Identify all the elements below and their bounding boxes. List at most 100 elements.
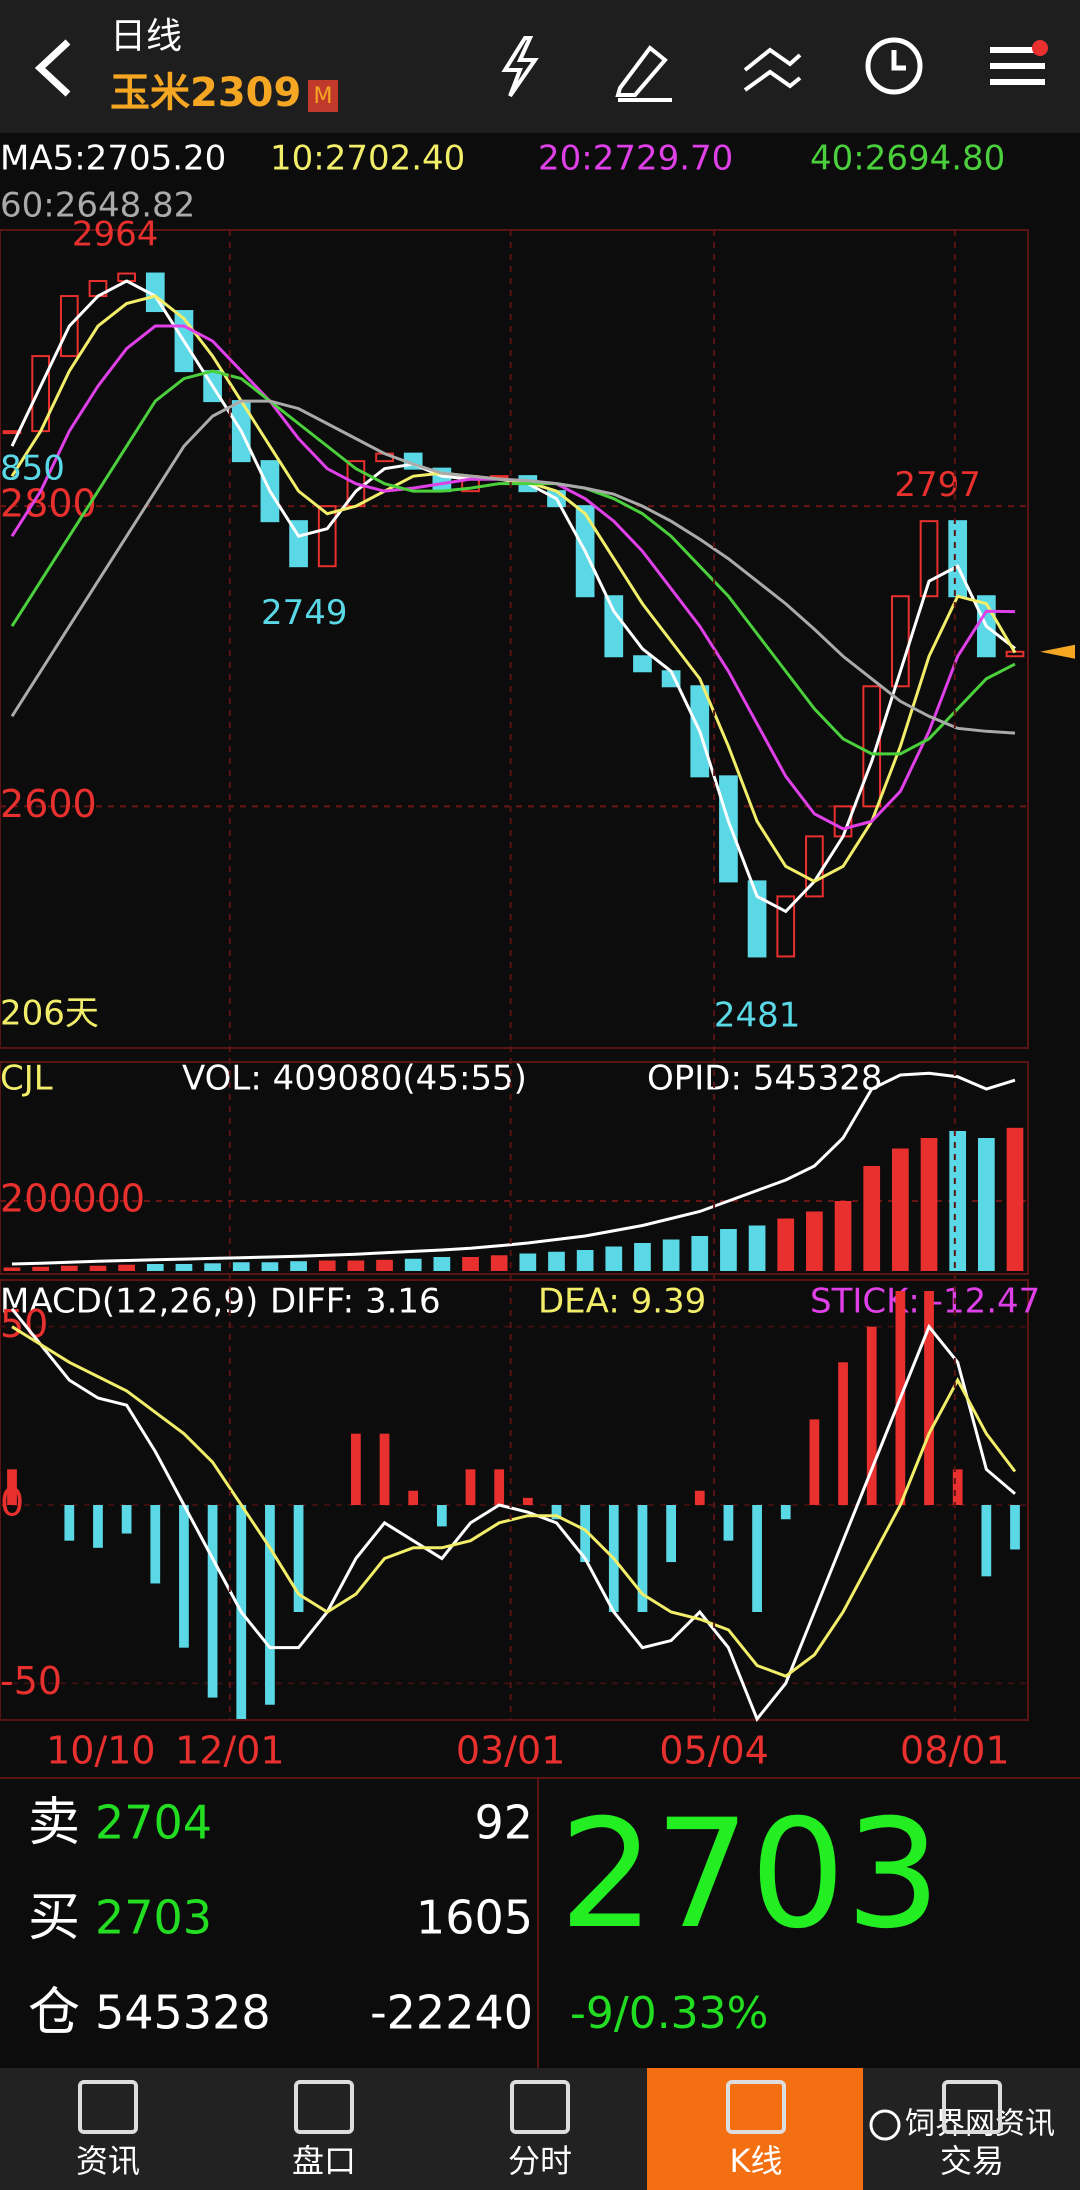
price-change: -9/0.33% <box>570 1988 768 2039</box>
volume-bar <box>118 1264 135 1271</box>
macd-stick <box>752 1505 762 1612</box>
macd-stick <box>780 1505 791 1520</box>
macd-stick <box>637 1505 648 1612</box>
nav-label[interactable]: 盘口 <box>292 2142 356 2180</box>
macd-stick <box>207 1505 218 1698</box>
menu-dot <box>1032 40 1048 56</box>
macd-stick <box>265 1505 275 1705</box>
span-label: 206天 <box>0 994 99 1034</box>
volume-bar <box>806 1211 823 1271</box>
candle <box>2 430 22 435</box>
extreme-label: 2964 <box>72 215 159 255</box>
badge-box <box>308 80 338 112</box>
nav-bar <box>0 2068 1080 2190</box>
volume-bar <box>519 1253 537 1271</box>
x-tick-label: 12/01 <box>175 1729 285 1773</box>
volume-bar <box>863 1166 881 1271</box>
macd-line <box>11 1325 1017 1678</box>
last-price: 2703 <box>559 1788 941 1962</box>
nav-label[interactable]: 分时 <box>508 2142 572 2180</box>
candle <box>59 295 79 358</box>
quote-count: 1605 <box>416 1891 533 1945</box>
panel-title: CJL <box>0 1059 53 1099</box>
y-tick-label: -50 <box>0 1659 62 1703</box>
candle <box>289 520 308 568</box>
candle <box>719 775 738 883</box>
volume-bar <box>605 1246 623 1271</box>
extreme-label: 2481 <box>714 995 801 1035</box>
x-tick-label: 05/04 <box>659 1729 769 1773</box>
macd-stick <box>522 1497 533 1505</box>
volume-bar <box>720 1229 737 1271</box>
legend-entry: VOL: 409080(45:55) <box>182 1059 527 1099</box>
volume-bar <box>347 1260 365 1271</box>
legend-entry: 10:2702.40 <box>270 139 465 179</box>
volume-bar <box>777 1218 795 1271</box>
extreme-label: 2749 <box>261 593 348 633</box>
volume-bar <box>3 1267 21 1271</box>
volume-bar <box>834 1201 852 1271</box>
quote-value: 545328 <box>95 1986 271 2040</box>
nav-label[interactable]: 交易 <box>940 2142 1004 2180</box>
macd-stick <box>7 1469 17 1505</box>
macd-stick <box>866 1326 877 1505</box>
nav-active <box>647 2068 863 2190</box>
nav-icon <box>510 2080 570 2134</box>
volume-bar <box>949 1131 967 1271</box>
volume-bar <box>261 1262 279 1271</box>
indicator-icon[interactable] <box>743 47 802 92</box>
quote-count: 92 <box>474 1796 533 1850</box>
clock-hand <box>891 50 906 71</box>
y-tick-label: 2600 <box>0 782 97 826</box>
watermark: 饲界网资讯 <box>905 2107 1055 2142</box>
symbol[interactable]: 玉米2309 <box>110 70 301 116</box>
volume-bar <box>146 1264 164 1271</box>
panel-borders <box>0 229 1080 2068</box>
clock-icon[interactable] <box>865 37 923 95</box>
legend-entry: DIFF: 3.16 <box>270 1282 441 1322</box>
macd-stick <box>723 1505 734 1541</box>
volume-bar <box>662 1239 680 1271</box>
macd-stick <box>64 1505 75 1541</box>
extreme-label: 2797 <box>894 465 981 505</box>
macd-stick <box>351 1433 361 1505</box>
volume-bar <box>462 1257 479 1271</box>
nav-label[interactable]: K线 <box>730 2142 783 2180</box>
legend-entry: 40:2694.80 <box>810 139 1005 179</box>
ma-line <box>10 399 1016 735</box>
macd-stick <box>436 1505 447 1527</box>
volume-bar <box>490 1255 508 1271</box>
macd-stick <box>408 1490 419 1505</box>
volume-bar <box>548 1251 565 1271</box>
draw-icon[interactable] <box>615 45 672 102</box>
macd-line <box>10 1307 1016 1722</box>
macd-stick <box>1010 1505 1020 1550</box>
volume-bar <box>376 1259 393 1271</box>
macd-stick <box>121 1505 132 1534</box>
flash-icon[interactable] <box>501 36 539 98</box>
macd-stick <box>580 1505 591 1563</box>
macd-stick <box>465 1469 476 1505</box>
x-tick-label: 10/10 <box>46 1729 156 1773</box>
volume-bar <box>920 1138 938 1271</box>
nav-label[interactable]: 资讯 <box>76 2142 140 2180</box>
macd-stick <box>924 1291 934 1505</box>
badge: M <box>314 84 333 109</box>
candle <box>948 520 968 598</box>
price-pointer <box>1040 644 1075 659</box>
x-tick-label: 08/01 <box>900 1729 1010 1773</box>
volume-bar <box>892 1148 909 1271</box>
legend-entry: 20:2729.70 <box>538 139 733 179</box>
volume-bar <box>691 1236 709 1271</box>
watermark-icon <box>869 2109 901 2141</box>
nav-icon <box>726 2080 786 2134</box>
volume-bar <box>232 1262 250 1271</box>
legend-entry: MA5:2705.20 <box>0 139 226 179</box>
back-button[interactable] <box>34 39 71 97</box>
volume-bar <box>576 1250 594 1271</box>
legend-entry: 60:2648.82 <box>0 186 195 226</box>
macd-stick <box>494 1469 505 1505</box>
x-tick-label: 03/01 <box>456 1729 566 1773</box>
ma-line <box>10 369 1016 756</box>
